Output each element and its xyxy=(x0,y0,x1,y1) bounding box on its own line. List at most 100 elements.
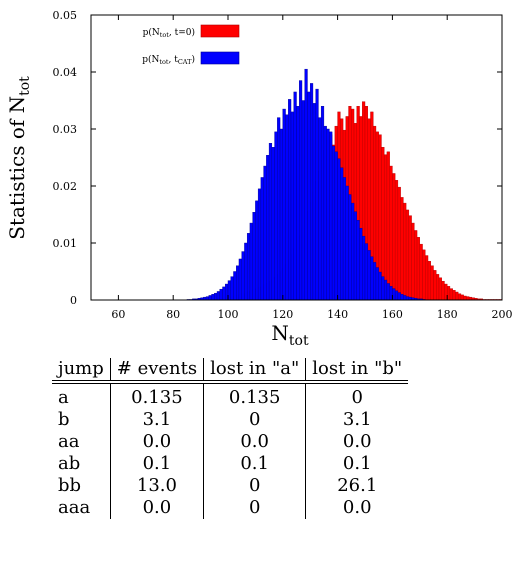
table-row: ab 0.1 0.1 0.1 xyxy=(52,453,409,475)
histogram-bar xyxy=(334,151,338,301)
histogram-bar xyxy=(348,194,352,301)
histogram-bar xyxy=(394,180,399,301)
cell-jump: a xyxy=(58,387,69,408)
y-axis-title: Statistics of Ntot xyxy=(5,76,33,240)
histogram-bar xyxy=(397,292,401,301)
table-row: aa 0.0 0.0 0.0 xyxy=(52,431,409,453)
cell-events: 0.0 xyxy=(109,497,204,519)
histogram-bar xyxy=(211,294,215,301)
y-tick-label: 0.04 xyxy=(53,66,78,79)
x-tick-label: 120 xyxy=(272,308,293,321)
col-header-events: # events xyxy=(109,358,204,384)
histogram-bar xyxy=(266,155,270,301)
cell-lost-a: 0 xyxy=(203,497,306,519)
histogram-bar xyxy=(279,128,283,301)
histogram-bar xyxy=(452,290,456,301)
y-tick-label: 0.03 xyxy=(53,123,78,136)
histogram-bar xyxy=(362,235,366,301)
legend-label: p(Ntot, tCAT) xyxy=(142,54,195,66)
histogram-bar xyxy=(246,233,251,301)
histogram-bar xyxy=(329,131,333,301)
cell-lost-b: 0.0 xyxy=(305,431,409,453)
x-tick-label: 60 xyxy=(111,308,125,321)
histogram-bar xyxy=(425,255,429,301)
table-row: bb 13.0 0 26.1 xyxy=(52,475,409,497)
histogram-bar xyxy=(414,230,418,301)
histogram-bar xyxy=(307,91,311,301)
histogram-bar xyxy=(320,105,325,301)
histogram-bar xyxy=(457,293,462,301)
histogram-bar xyxy=(397,186,401,301)
histogram-bar xyxy=(364,243,368,301)
histogram-bar xyxy=(340,167,344,301)
y-tick-label: 0.01 xyxy=(53,237,78,250)
x-tick-label: 200 xyxy=(492,308,513,321)
histogram-bar xyxy=(427,261,431,301)
histogram-bar xyxy=(304,68,308,301)
y-tick-label: 0.05 xyxy=(53,9,78,22)
histogram-bar xyxy=(356,219,360,301)
histogram-bar xyxy=(403,202,407,301)
cell-lost-b: 0 xyxy=(305,382,409,409)
col-header-lost-b: lost in "b" xyxy=(305,358,409,384)
histogram-bar xyxy=(436,274,440,301)
cell-lost-b: 26.1 xyxy=(305,475,409,497)
histogram-bar xyxy=(400,294,404,301)
histogram-bar xyxy=(394,290,399,301)
histogram-bar xyxy=(238,258,242,301)
histogram-bar xyxy=(405,296,410,301)
legend-swatch xyxy=(200,51,240,65)
histogram-bar xyxy=(252,212,256,301)
x-tick-label: 100 xyxy=(218,308,239,321)
histogram-bar xyxy=(331,145,336,301)
cell-lost-b: 0.0 xyxy=(305,497,409,519)
histogram-bar xyxy=(301,100,305,301)
histogram-bar xyxy=(433,270,437,301)
histogram-bar xyxy=(460,294,464,301)
histogram-bar xyxy=(315,88,319,301)
histogram-bar xyxy=(323,125,327,301)
histogram-bar xyxy=(378,271,382,301)
histogram-bar xyxy=(249,222,253,301)
histogram-bar xyxy=(383,154,388,301)
histogram-bar xyxy=(416,237,420,301)
x-tick-label: 140 xyxy=(327,308,348,321)
histogram-bar xyxy=(463,295,467,301)
histogram-bar xyxy=(312,103,316,301)
jump-statistics-table: jump # events lost in "a" lost in "b" a … xyxy=(52,358,409,519)
histogram-bar xyxy=(345,185,349,301)
cell-jump: aaa xyxy=(58,497,91,518)
cell-jump: b xyxy=(58,409,70,430)
histogram-bar xyxy=(230,276,234,301)
histogram-bar xyxy=(318,117,322,301)
axis-ticks: 60 80 100 120 140 160 180 200 0 0.01 0.02 0.03 0.04 0… xyxy=(53,9,513,321)
histogram-bar xyxy=(337,158,341,301)
histogram-bar xyxy=(222,286,226,301)
histogram-bar xyxy=(260,177,264,301)
cell-events: 0.1 xyxy=(109,453,204,475)
cell-events: 0.0 xyxy=(109,431,204,453)
cell-lost-a: 0.1 xyxy=(203,453,306,475)
histogram-bar xyxy=(263,165,267,301)
histogram-bar xyxy=(342,177,347,301)
table-row: aaa 0.0 0 0.0 xyxy=(52,497,409,519)
histogram-bar xyxy=(367,250,371,301)
table-row: b 3.1 0 3.1 xyxy=(52,409,409,431)
cell-lost-b: 3.1 xyxy=(305,409,409,431)
histogram-bar xyxy=(359,227,363,301)
histogram-bar xyxy=(386,283,390,301)
col-header-jump: jump xyxy=(52,358,111,384)
histogram-bar xyxy=(386,151,390,301)
col-header-lost-a: lost in "a" xyxy=(203,358,306,384)
cell-events: 3.1 xyxy=(109,409,204,431)
cell-events: 13.0 xyxy=(109,475,204,497)
histogram-chart: 60 80 100 120 140 160 180 200 0 0.01 0.02 0.03 0.04 0… xyxy=(5,9,513,349)
histogram-bar xyxy=(268,143,273,301)
histogram-bar xyxy=(214,292,218,301)
histogram-bar xyxy=(244,242,248,301)
cell-lost-a: 0.135 xyxy=(203,382,306,409)
y-tick-label: 0 xyxy=(70,294,77,307)
histogram-bar xyxy=(288,99,292,301)
histogram-bar xyxy=(438,277,442,301)
histogram-bar xyxy=(353,211,357,301)
